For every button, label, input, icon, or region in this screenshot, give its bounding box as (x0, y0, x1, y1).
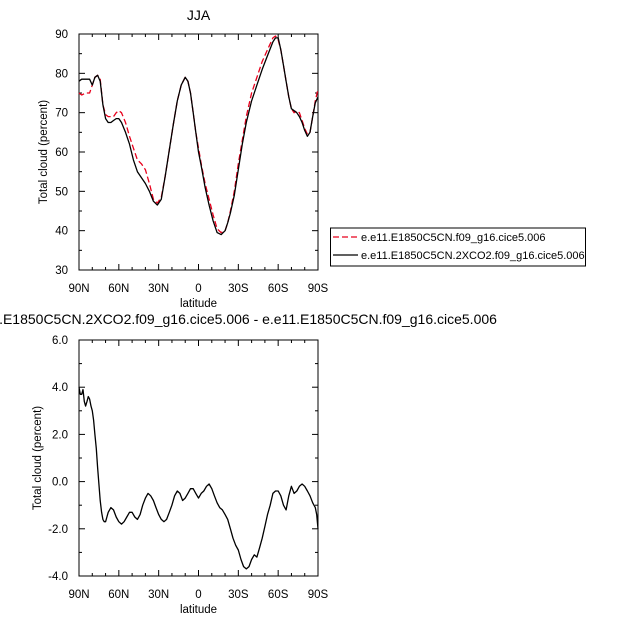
legend-box (330, 227, 586, 267)
y-tick-label: 4.0 (52, 382, 68, 394)
legend-label: e.e11.E1850C5CN.2XCO2.f09_g16.cice5.006 (361, 250, 585, 262)
y-tick-label: 6.0 (52, 335, 68, 347)
series-line-1-2 (78, 37, 319, 236)
legend-label: e.e11.E1850C5CN.f09_g16.cice5.006 (361, 232, 546, 244)
y-tick-label: -4.0 (48, 571, 68, 583)
x-axis-label: latitude (180, 298, 217, 310)
x-tick-label: 60N (108, 589, 129, 601)
chart-title: e.e11.E1850C5CN.2XCO2.f09_g16.cice5.006 … (0, 311, 497, 327)
series-line-2-1 (78, 387, 319, 570)
y-tick-label: 90 (55, 29, 68, 41)
x-tick-label: 30N (148, 283, 169, 295)
x-tick-label: 90S (308, 283, 329, 295)
y-axis-label: Total cloud (percent) (32, 406, 44, 510)
y-tick-label: 40 (55, 226, 68, 238)
series-line-1-1 (78, 35, 319, 234)
x-tick-label: 0 (195, 589, 201, 601)
x-tick-label: 90N (68, 589, 89, 601)
x-tick-label: 90N (68, 283, 89, 295)
y-axis-label: Total cloud (percent) (38, 100, 50, 204)
y-tick-label: 70 (55, 108, 68, 120)
x-tick-label: 30N (148, 589, 169, 601)
x-tick-label: 90S (308, 589, 329, 601)
chart-title: JJA (187, 7, 211, 23)
y-tick-label: -2.0 (48, 524, 68, 536)
y-tick-label: 0.0 (52, 477, 68, 489)
x-tick-label: 60S (268, 589, 289, 601)
y-tick-label: 60 (55, 147, 68, 159)
x-tick-label: 30S (228, 589, 249, 601)
y-tick-label: 50 (55, 186, 68, 198)
y-tick-label: 80 (55, 68, 68, 80)
x-tick-label: 30S (228, 283, 249, 295)
plot-frame-2 (78, 339, 319, 577)
y-tick-label: 2.0 (52, 429, 68, 441)
y-tick-label: 30 (55, 265, 68, 277)
x-tick-label: 60S (268, 283, 289, 295)
x-tick-label: 60N (108, 283, 129, 295)
x-axis-label: latitude (180, 604, 217, 616)
x-tick-label: 0 (195, 283, 201, 295)
